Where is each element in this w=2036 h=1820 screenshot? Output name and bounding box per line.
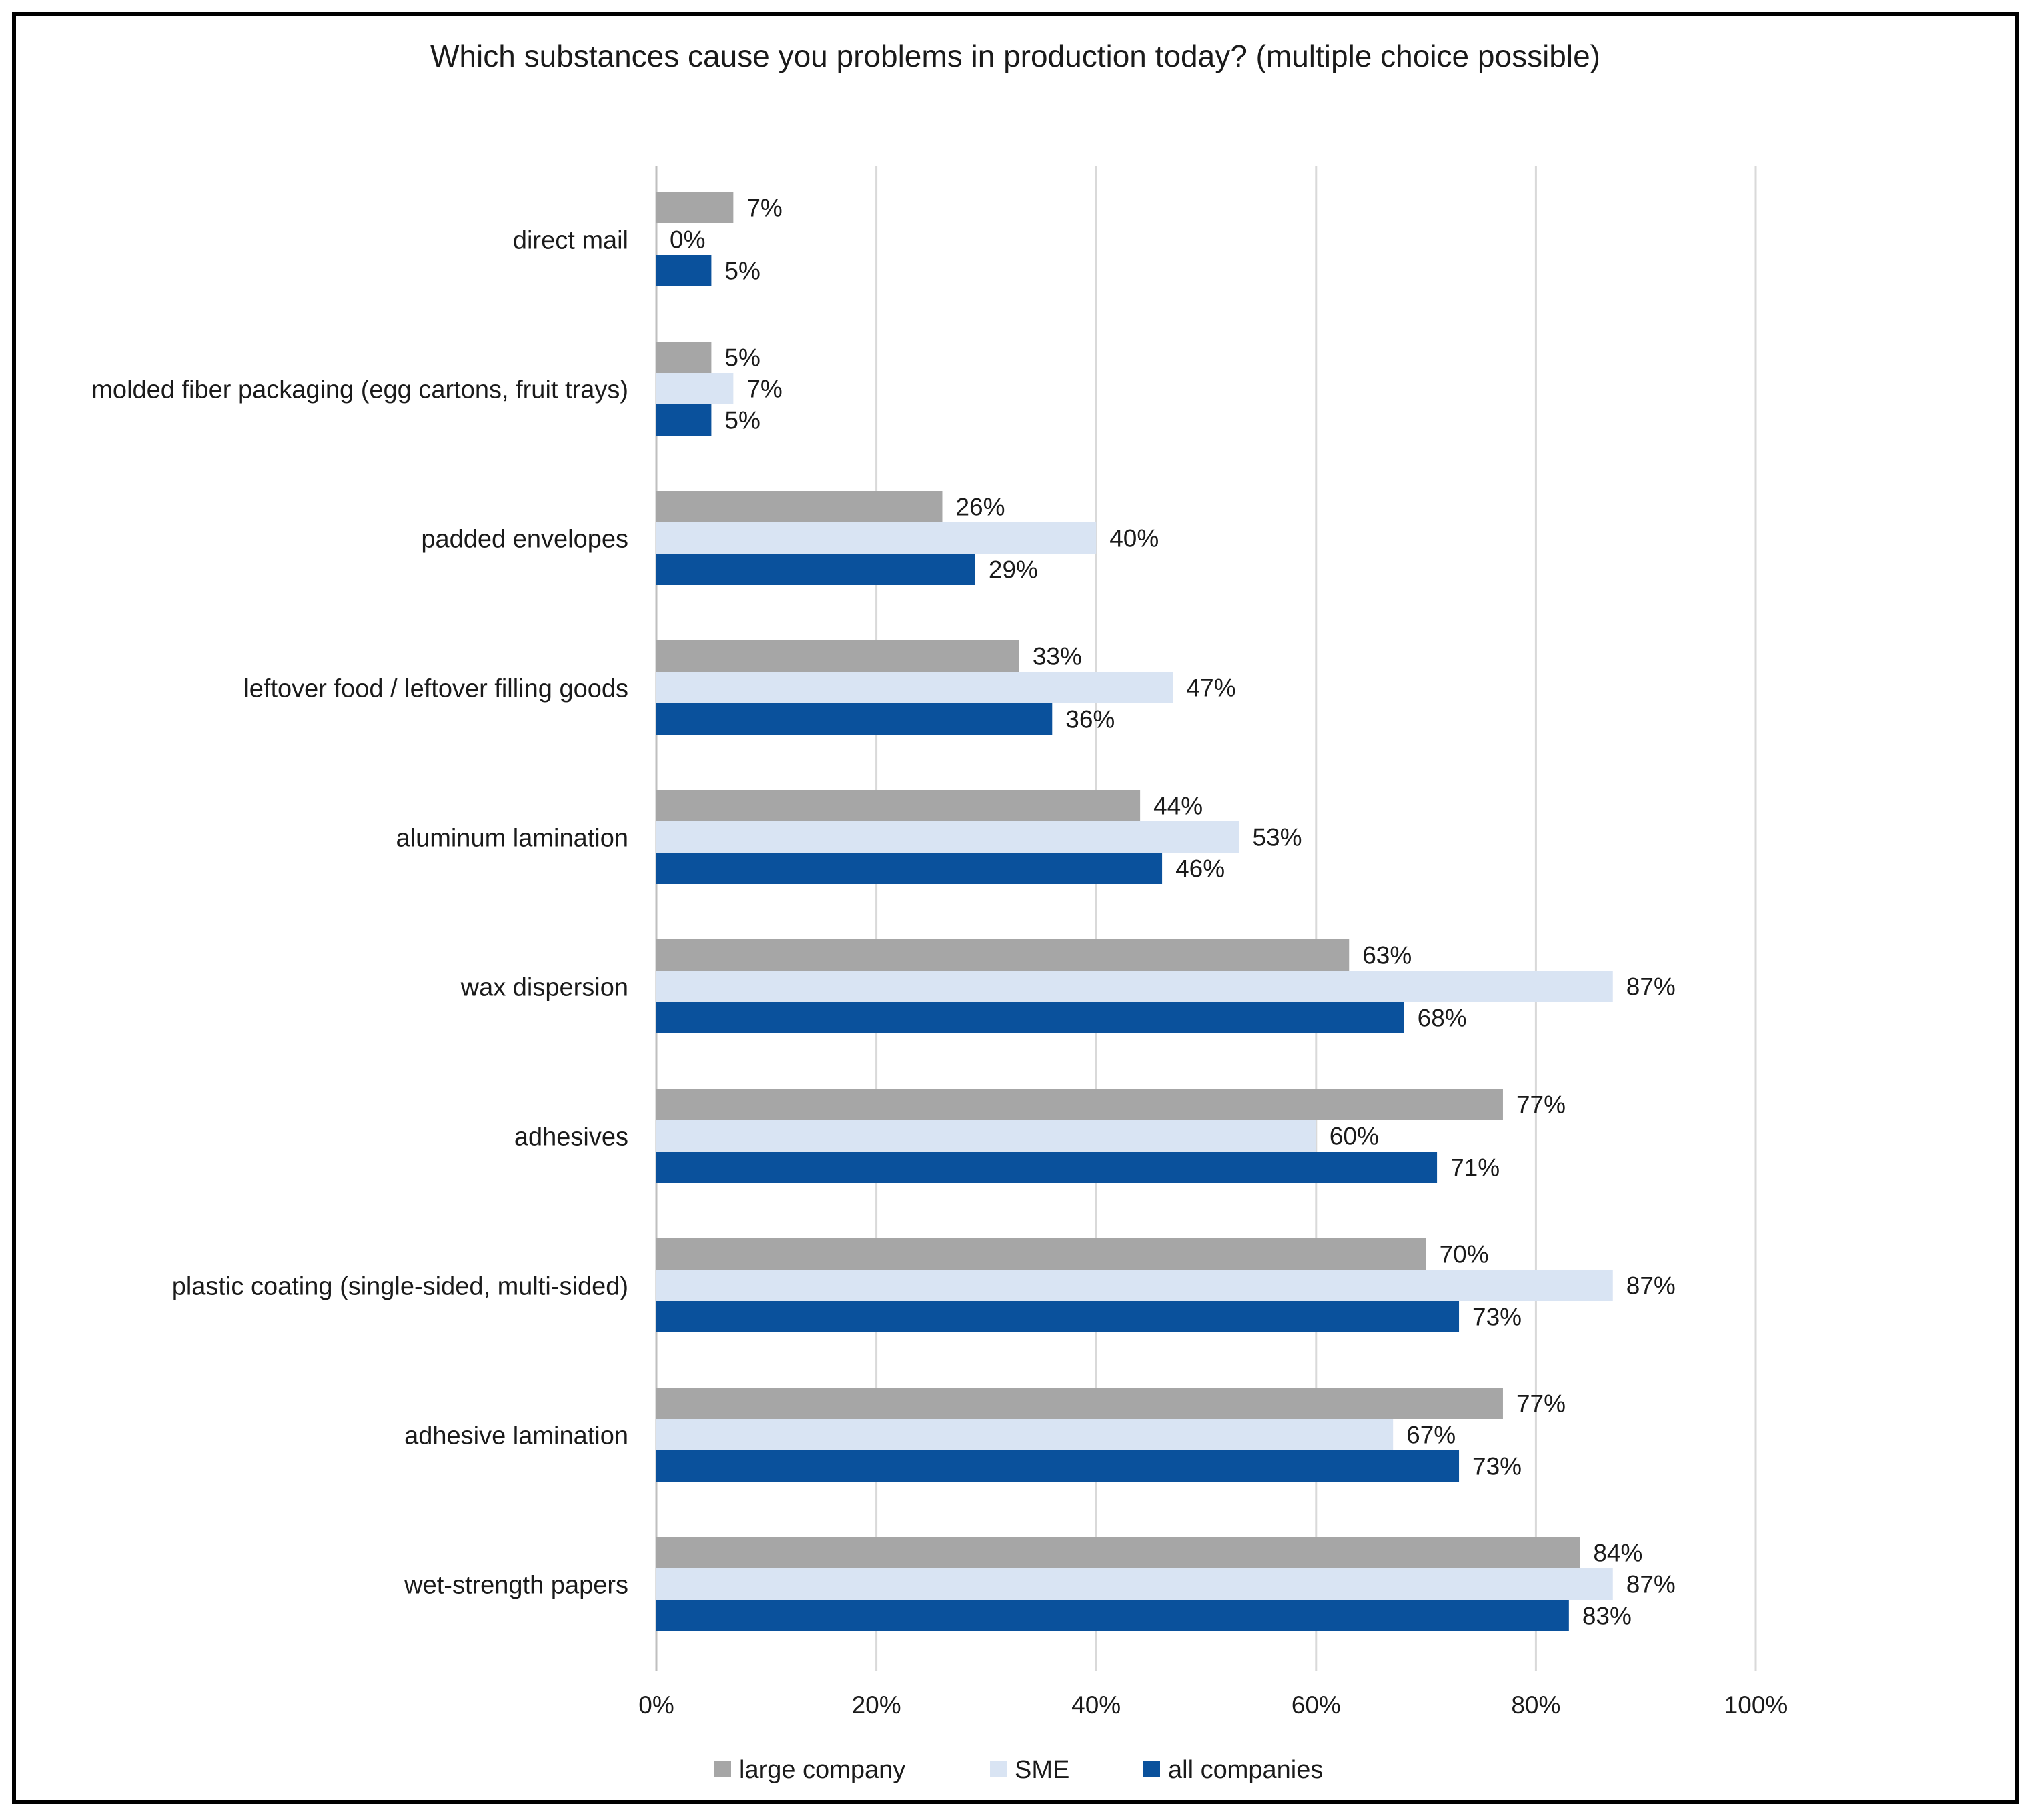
category-label: plastic coating (single-sided, multi-sid… bbox=[172, 1273, 628, 1301]
data-label: 0% bbox=[670, 226, 705, 254]
bar-large-company bbox=[656, 192, 734, 223]
data-label: 87% bbox=[1626, 1571, 1676, 1599]
data-label: 87% bbox=[1626, 1272, 1676, 1300]
bar-SME bbox=[656, 1270, 1613, 1301]
bar-all-companies bbox=[656, 1002, 1404, 1033]
data-label: 46% bbox=[1175, 855, 1225, 883]
bar-all-companies bbox=[656, 554, 975, 585]
bar-all-companies bbox=[656, 703, 1053, 735]
legend-swatch bbox=[1143, 1761, 1160, 1777]
bar-SME bbox=[656, 672, 1173, 703]
bar-large-company bbox=[656, 939, 1350, 971]
data-label: 60% bbox=[1330, 1123, 1379, 1150]
data-label: 77% bbox=[1516, 1091, 1566, 1119]
category-label: padded envelopes bbox=[421, 526, 628, 554]
x-tick-label: 100% bbox=[1724, 1691, 1788, 1719]
category-label: adhesives bbox=[514, 1123, 628, 1152]
data-label: 44% bbox=[1153, 793, 1203, 820]
data-label: 84% bbox=[1593, 1540, 1642, 1567]
category-label: aluminum lamination bbox=[396, 825, 629, 853]
bar-SME bbox=[656, 1120, 1316, 1152]
x-tick-label: 80% bbox=[1511, 1691, 1560, 1719]
data-label: 5% bbox=[724, 407, 760, 434]
bar-all-companies bbox=[656, 1600, 1569, 1631]
bar-large-company bbox=[656, 790, 1141, 821]
bar-chart: Which substances cause you problems in p… bbox=[91, 39, 1787, 1784]
legend-swatch bbox=[714, 1761, 731, 1777]
bar-large-company bbox=[656, 1388, 1503, 1419]
bar-large-company bbox=[656, 1089, 1503, 1120]
bar-large-company bbox=[656, 1537, 1580, 1568]
data-label: 83% bbox=[1582, 1603, 1632, 1630]
legend: large company SME all companies bbox=[714, 1756, 1323, 1784]
data-label: 53% bbox=[1252, 824, 1302, 851]
data-label: 26% bbox=[955, 494, 1005, 521]
bar-all-companies bbox=[656, 255, 712, 286]
category-label: wet-strength papers bbox=[404, 1572, 628, 1600]
data-label: 40% bbox=[1109, 525, 1159, 552]
category-labels: direct mail molded fiber packaging (egg c… bbox=[91, 227, 628, 1600]
bar-SME bbox=[656, 1568, 1613, 1600]
data-label: 63% bbox=[1362, 942, 1412, 969]
bar-SME bbox=[656, 373, 734, 404]
data-label: 33% bbox=[1033, 643, 1082, 670]
data-label: 71% bbox=[1450, 1154, 1500, 1182]
data-label: 5% bbox=[724, 344, 760, 372]
legend-label: large company bbox=[739, 1756, 905, 1784]
category-label: direct mail bbox=[513, 227, 628, 255]
bar-SME bbox=[656, 971, 1613, 1002]
data-label: 7% bbox=[746, 195, 782, 222]
chart-frame: Which substances cause you problems in p… bbox=[12, 12, 2019, 1804]
x-tick-label: 60% bbox=[1292, 1691, 1341, 1719]
x-tick-label: 0% bbox=[638, 1691, 674, 1719]
data-label: 29% bbox=[989, 556, 1038, 584]
data-label: 68% bbox=[1418, 1005, 1467, 1032]
bar-all-companies bbox=[656, 404, 712, 436]
legend-label: all companies bbox=[1168, 1756, 1323, 1784]
data-label: 77% bbox=[1516, 1390, 1566, 1418]
category-label: leftover food / leftover filling goods bbox=[243, 675, 628, 703]
data-label: 67% bbox=[1406, 1422, 1456, 1449]
data-label: 87% bbox=[1626, 973, 1676, 1001]
data-label: 5% bbox=[724, 258, 760, 285]
bar-SME bbox=[656, 821, 1239, 853]
data-label: 73% bbox=[1472, 1453, 1522, 1480]
bar-all-companies bbox=[656, 1301, 1460, 1332]
bar-all-companies bbox=[656, 1450, 1460, 1482]
data-label: 7% bbox=[746, 376, 782, 403]
x-tick-label: 20% bbox=[852, 1691, 901, 1719]
bar-large-company bbox=[656, 342, 712, 373]
legend-swatch bbox=[990, 1761, 1007, 1777]
bar-SME bbox=[656, 1419, 1394, 1450]
data-label: 73% bbox=[1472, 1304, 1522, 1331]
bars: 7% 0% 5% 5% 7% 5% 26% 40% 29% 33% 47% 36% 44% 53% 46% 6… bbox=[656, 192, 1676, 1631]
category-label: adhesive lamination bbox=[404, 1422, 628, 1450]
bar-SME bbox=[656, 522, 1097, 554]
bar-all-companies bbox=[656, 1152, 1438, 1183]
data-label: 36% bbox=[1065, 706, 1115, 733]
legend-label: SME bbox=[1015, 1756, 1069, 1784]
data-label: 70% bbox=[1440, 1241, 1489, 1268]
chart-title: Which substances cause you problems in p… bbox=[430, 39, 1600, 73]
category-label: wax dispersion bbox=[460, 974, 628, 1002]
bar-all-companies bbox=[656, 853, 1163, 884]
bar-large-company bbox=[656, 1238, 1426, 1270]
x-tick-label: 40% bbox=[1071, 1691, 1121, 1719]
x-axis-ticks: 0% 20% 40% 60% 80% 100% bbox=[638, 1691, 1787, 1719]
bar-large-company bbox=[656, 640, 1019, 672]
bar-large-company bbox=[656, 491, 943, 522]
data-label: 47% bbox=[1187, 674, 1236, 702]
category-label: molded fiber packaging (egg cartons, fru… bbox=[91, 376, 628, 404]
